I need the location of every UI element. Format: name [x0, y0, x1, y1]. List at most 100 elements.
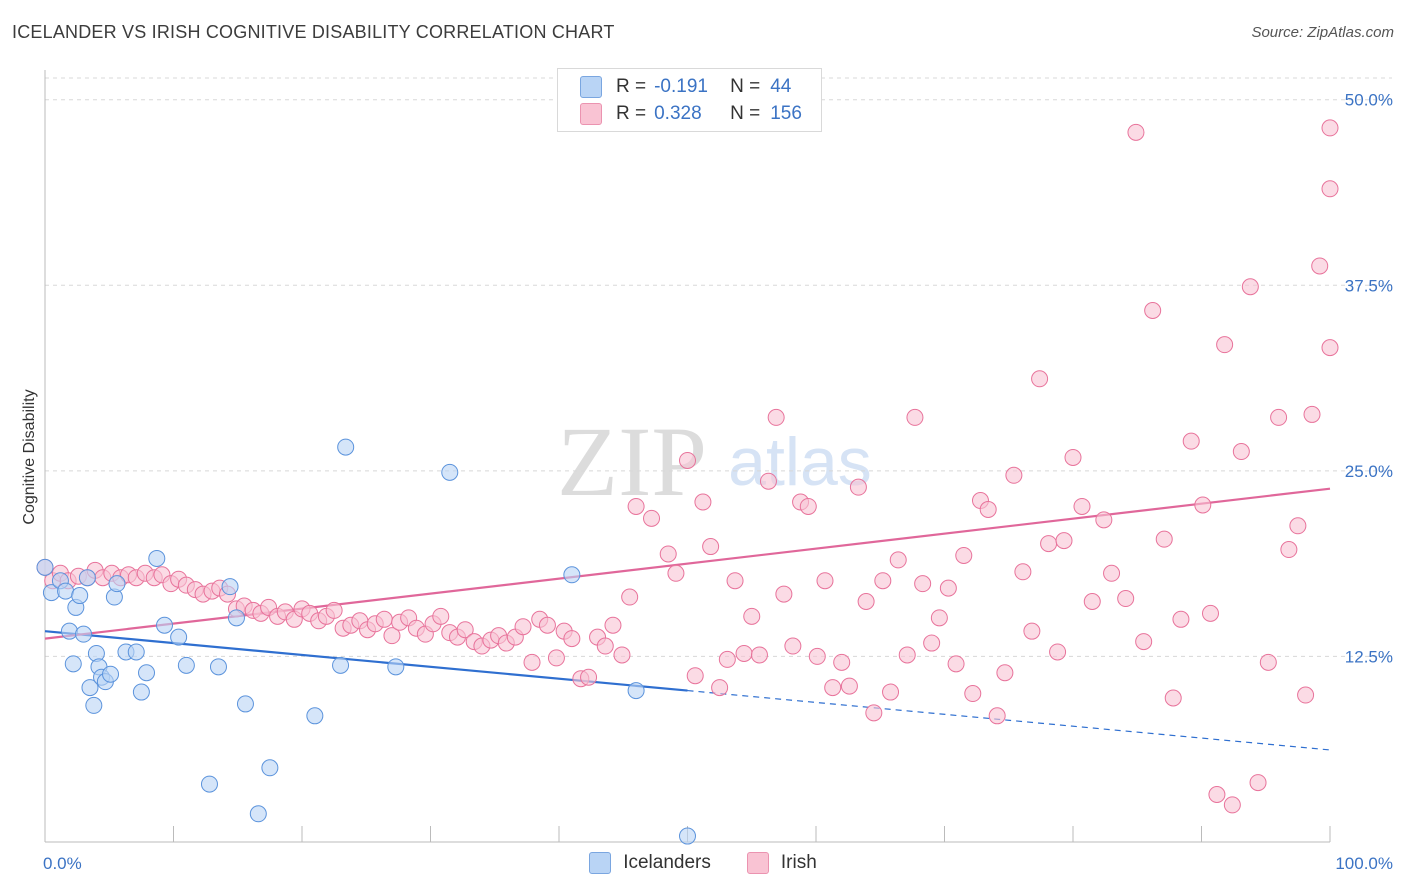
icelanders-trendline [44, 630, 1331, 751]
legend-item-irish: Irish [746, 852, 817, 874]
irish-point [1194, 496, 1212, 514]
irish-point [939, 579, 957, 597]
irish-point [914, 575, 932, 593]
n-value: 44 [770, 76, 792, 97]
x-tick-label: 100.0% [1335, 854, 1393, 873]
irish-point [1297, 686, 1315, 704]
icelanders-points [36, 438, 696, 845]
irish-point [604, 616, 622, 634]
icelander-point [71, 587, 89, 605]
irish-point [874, 572, 892, 590]
irish-point [667, 564, 685, 582]
irish-point [1182, 432, 1200, 450]
irish-point [759, 472, 777, 490]
irish-point [988, 707, 1006, 725]
y-tick-label: 50.0% [1345, 91, 1393, 110]
irish-point [702, 538, 720, 556]
irish-point [1083, 592, 1101, 610]
icelander-point [170, 628, 188, 646]
irish-point [1321, 119, 1339, 137]
irish-point [889, 551, 907, 569]
irish-point [1073, 497, 1091, 515]
y-tick-label: 12.5% [1345, 647, 1393, 666]
icelander-point [441, 463, 459, 481]
irish-point [1117, 590, 1135, 608]
icelanders-swatch [580, 76, 602, 98]
irish-point [538, 616, 556, 634]
legend-row-irish: R = 0.328 N = 156 [580, 102, 802, 126]
icelander-point [200, 775, 218, 793]
irish-point [1208, 785, 1226, 803]
r-label: R = [616, 103, 647, 124]
x-tick-label: 0.0% [43, 854, 82, 873]
irish-point [1280, 541, 1298, 559]
irish-point [432, 607, 450, 625]
irish-point [1259, 653, 1277, 671]
icelander-point [563, 566, 581, 584]
r-value: -0.191 [654, 76, 708, 97]
icelanders-legend-swatch [589, 852, 612, 874]
irish-point [580, 668, 598, 686]
irish-point [1249, 774, 1267, 792]
icelander-point [306, 707, 324, 725]
icelanders-legend-label: Icelanders [623, 852, 711, 873]
irish-point [1103, 564, 1121, 582]
irish-point [1164, 689, 1182, 707]
irish-point [1303, 405, 1321, 423]
icelander-point [627, 682, 645, 700]
y-axis-label: Cognitive Disability [21, 389, 38, 524]
icelander-point [249, 805, 267, 823]
irish-point [1095, 511, 1113, 529]
irish-point [726, 572, 744, 590]
irish-point [643, 509, 661, 527]
icelander-point [387, 658, 405, 676]
irish-legend-label: Irish [780, 852, 817, 873]
irish-point [1232, 443, 1250, 461]
icelander-point [78, 569, 96, 587]
irish-point [1289, 517, 1307, 535]
icelander-point [261, 759, 279, 777]
source-credit: Source: ZipAtlas.com [1251, 24, 1394, 41]
irish-point [833, 653, 851, 671]
icelander-point [132, 683, 150, 701]
icelander-point [102, 665, 120, 683]
irish-point [996, 664, 1014, 682]
tick-labels: 12.5% 25.0% 37.5% 50.0% 0.0% 100.0% [43, 91, 1393, 873]
icelander-point [85, 696, 103, 714]
irish-point [906, 408, 924, 426]
icelander-point [227, 609, 245, 627]
gridlines [45, 77, 1392, 657]
irish-point [383, 627, 401, 645]
irish-point [865, 704, 883, 722]
irish-point [679, 451, 696, 469]
icelander-point [148, 549, 166, 567]
irish-point [1064, 448, 1082, 466]
icelander-point [138, 664, 156, 682]
irish-point [824, 679, 842, 697]
irish-point [775, 585, 793, 603]
irish-point [1223, 796, 1241, 814]
icelander-point [64, 655, 82, 673]
irish-point [1127, 123, 1145, 141]
irish-point [718, 650, 736, 668]
irish-point [947, 655, 965, 673]
irish-point [1321, 339, 1339, 357]
icelander-point [127, 643, 145, 661]
n-label: N = [730, 103, 761, 124]
irish-point [1144, 302, 1162, 320]
irish-point [1014, 563, 1032, 581]
irish-point [711, 679, 729, 697]
irish-point [1049, 643, 1067, 661]
irish-point [596, 637, 614, 655]
legend-row-icelanders: R = -0.191 N = 44 [580, 75, 791, 99]
r-value: 0.328 [654, 103, 702, 124]
irish-point [523, 653, 541, 671]
irish-point [1135, 633, 1153, 651]
irish-point [767, 408, 785, 426]
irish-point [955, 546, 973, 564]
icelander-point [36, 558, 54, 576]
irish-point [1040, 535, 1058, 553]
irish-point [325, 601, 343, 619]
irish-point [627, 497, 645, 515]
